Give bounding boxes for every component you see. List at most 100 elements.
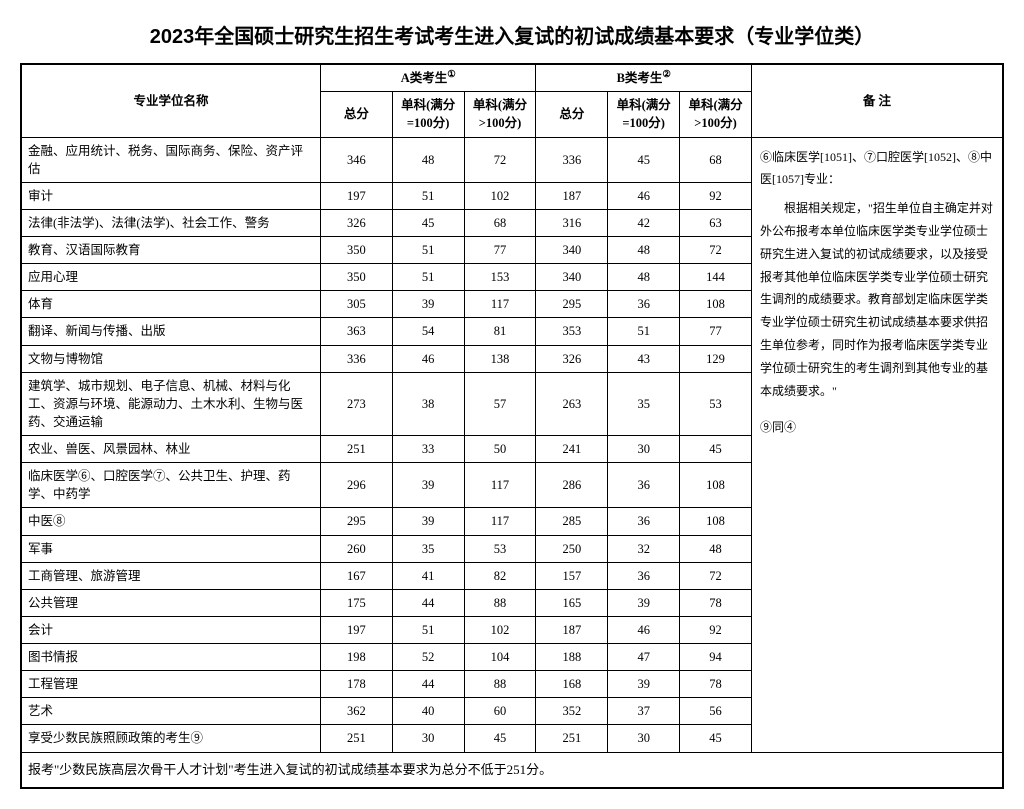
score-cell: 46 [608, 616, 680, 643]
groupA-sup: ① [447, 70, 455, 80]
score-cell: 50 [464, 436, 536, 463]
score-cell: 167 [320, 562, 392, 589]
table-row: 金融、应用统计、税务、国际商务、保险、资产评估34648723364568⑥临床… [21, 137, 1003, 182]
score-cell: 316 [536, 209, 608, 236]
score-cell: 46 [392, 345, 464, 372]
row-name: 图书情报 [21, 644, 320, 671]
score-cell: 51 [392, 182, 464, 209]
score-cell: 51 [392, 616, 464, 643]
score-cell: 273 [320, 372, 392, 435]
score-cell: 60 [464, 698, 536, 725]
score-cell: 102 [464, 616, 536, 643]
score-cell: 326 [320, 209, 392, 236]
score-cell: 32 [608, 535, 680, 562]
col-name: 专业学位名称 [21, 64, 320, 137]
score-cell: 251 [320, 436, 392, 463]
score-cell: 36 [608, 463, 680, 508]
b-s100: 单科(满分=100分) [608, 92, 680, 137]
row-name: 军事 [21, 535, 320, 562]
score-cell: 48 [680, 535, 752, 562]
score-cell: 37 [608, 698, 680, 725]
score-cell: 82 [464, 562, 536, 589]
row-name: 文物与博物馆 [21, 345, 320, 372]
score-cell: 45 [392, 209, 464, 236]
score-cell: 336 [536, 137, 608, 182]
score-cell: 39 [392, 463, 464, 508]
score-cell: 346 [320, 137, 392, 182]
row-name: 建筑学、城市规划、电子信息、机械、材料与化工、资源与环境、能源动力、土木水利、生… [21, 372, 320, 435]
score-cell: 108 [680, 291, 752, 318]
score-cell: 44 [392, 671, 464, 698]
row-name: 金融、应用统计、税务、国际商务、保险、资产评估 [21, 137, 320, 182]
score-cell: 241 [536, 436, 608, 463]
groupA-label: A类考生 [401, 71, 448, 85]
score-cell: 51 [608, 318, 680, 345]
score-cell: 157 [536, 562, 608, 589]
score-cell: 197 [320, 616, 392, 643]
score-cell: 45 [608, 137, 680, 182]
score-cell: 51 [392, 237, 464, 264]
row-name: 体育 [21, 291, 320, 318]
score-cell: 263 [536, 372, 608, 435]
score-cell: 44 [392, 589, 464, 616]
score-cell: 92 [680, 182, 752, 209]
score-cell: 45 [680, 436, 752, 463]
score-cell: 41 [392, 562, 464, 589]
score-cell: 39 [608, 589, 680, 616]
score-cell: 43 [608, 345, 680, 372]
score-cell: 54 [392, 318, 464, 345]
score-cell: 53 [464, 535, 536, 562]
row-name: 中医⑧ [21, 508, 320, 535]
score-cell: 117 [464, 291, 536, 318]
score-cell: 63 [680, 209, 752, 236]
score-cell: 165 [536, 589, 608, 616]
score-cell: 117 [464, 463, 536, 508]
score-cell: 285 [536, 508, 608, 535]
row-name: 翻译、新闻与传播、出版 [21, 318, 320, 345]
score-cell: 250 [536, 535, 608, 562]
score-cell: 353 [536, 318, 608, 345]
row-name: 工程管理 [21, 671, 320, 698]
score-cell: 108 [680, 508, 752, 535]
score-cell: 30 [392, 725, 464, 752]
row-name: 享受少数民族照顾政策的考生⑨ [21, 725, 320, 752]
score-cell: 72 [464, 137, 536, 182]
score-cell: 72 [680, 562, 752, 589]
b-sover: 单科(满分>100分) [680, 92, 752, 137]
score-cell: 51 [392, 264, 464, 291]
score-cell: 295 [320, 508, 392, 535]
score-cell: 57 [464, 372, 536, 435]
score-cell: 340 [536, 264, 608, 291]
score-cell: 53 [680, 372, 752, 435]
score-cell: 198 [320, 644, 392, 671]
score-cell: 68 [680, 137, 752, 182]
score-cell: 350 [320, 237, 392, 264]
page-title: 2023年全国硕士研究生招生考试考生进入复试的初试成绩基本要求（专业学位类） [20, 20, 1004, 49]
score-cell: 72 [680, 237, 752, 264]
score-cell: 260 [320, 535, 392, 562]
groupB-sup: ② [662, 70, 670, 80]
score-cell: 175 [320, 589, 392, 616]
score-cell: 92 [680, 616, 752, 643]
col-notes: 备 注 [751, 64, 1003, 137]
score-cell: 138 [464, 345, 536, 372]
score-cell: 36 [608, 562, 680, 589]
score-cell: 46 [608, 182, 680, 209]
score-cell: 197 [320, 182, 392, 209]
row-name: 审计 [21, 182, 320, 209]
score-cell: 168 [536, 671, 608, 698]
score-cell: 129 [680, 345, 752, 372]
a-total: 总分 [320, 92, 392, 137]
score-cell: 336 [320, 345, 392, 372]
score-cell: 36 [608, 291, 680, 318]
score-cell: 78 [680, 671, 752, 698]
notes-cell: ⑥临床医学[1051]、⑦口腔医学[1052]、⑧中医[1057]专业： 根据相… [751, 137, 1003, 752]
groupB-label: B类考生 [617, 71, 663, 85]
score-cell: 153 [464, 264, 536, 291]
b-total: 总分 [536, 92, 608, 137]
row-name: 临床医学⑥、口腔医学⑦、公共卫生、护理、药学、中药学 [21, 463, 320, 508]
score-cell: 45 [680, 725, 752, 752]
row-name: 应用心理 [21, 264, 320, 291]
score-cell: 30 [608, 436, 680, 463]
score-cell: 42 [608, 209, 680, 236]
